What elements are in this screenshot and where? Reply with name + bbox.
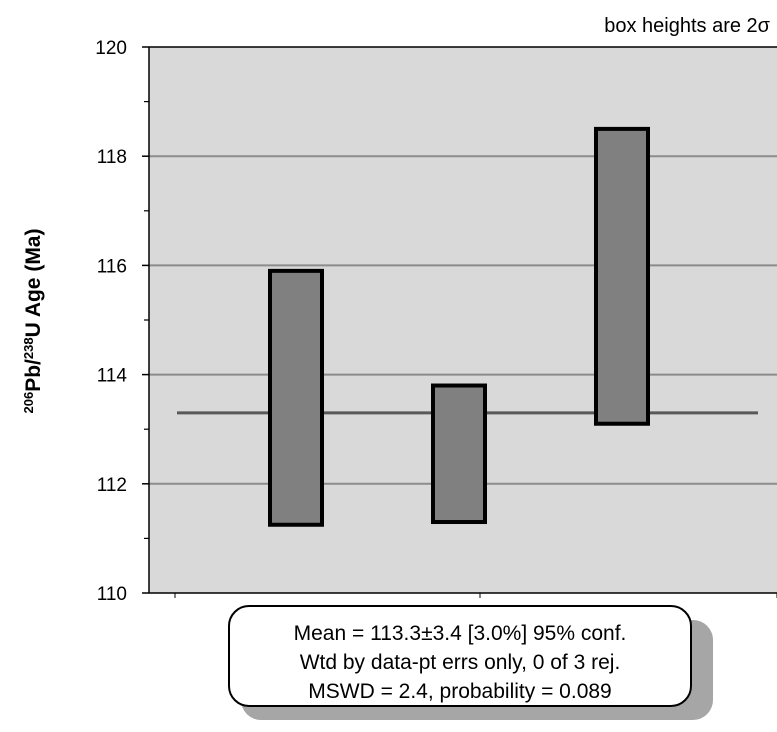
stats-line-weighting: Wtd by data-pt errs only, 0 of 3 rej. [300, 651, 621, 674]
error-box-1 [268, 268, 324, 527]
error-box-2 [431, 383, 487, 525]
y-axis [142, 46, 777, 598]
stats-box: Mean = 113.3±3.4 [3.0%] 95% conf. Wtd by… [228, 605, 713, 720]
y-axis-label: 206Pb/238U Age (Ma) [21, 229, 45, 414]
stats-line-mean: Mean = 113.3±3.4 [3.0%] 95% conf. [294, 622, 627, 645]
error-box-3 [594, 126, 650, 426]
box-height-note: box heights are 2σ [604, 15, 770, 37]
gridlines [149, 155, 777, 485]
y-tick-label-120: 120 [95, 38, 127, 59]
y-label-sup-238: 238 [21, 337, 36, 359]
y-tick-label-114: 114 [97, 366, 128, 387]
y-label-sup-206: 206 [21, 392, 36, 414]
y-tick-label-110: 110 [97, 584, 127, 605]
stats-box-frame [228, 605, 692, 707]
y-tick-label-118: 118 [97, 147, 127, 168]
y-tick-label-116: 116 [97, 256, 127, 277]
error-boxes [268, 126, 650, 527]
y-label-u-age: U Age (Ma) [22, 229, 45, 338]
y-tick-label-112: 112 [97, 475, 127, 496]
y-label-pb: Pb/ [22, 359, 45, 392]
y-tick-labels: 110 112 114 116 118 120 [95, 38, 127, 605]
stats-line-mswd: MSWD = 2.4, probability = 0.089 [308, 680, 612, 703]
